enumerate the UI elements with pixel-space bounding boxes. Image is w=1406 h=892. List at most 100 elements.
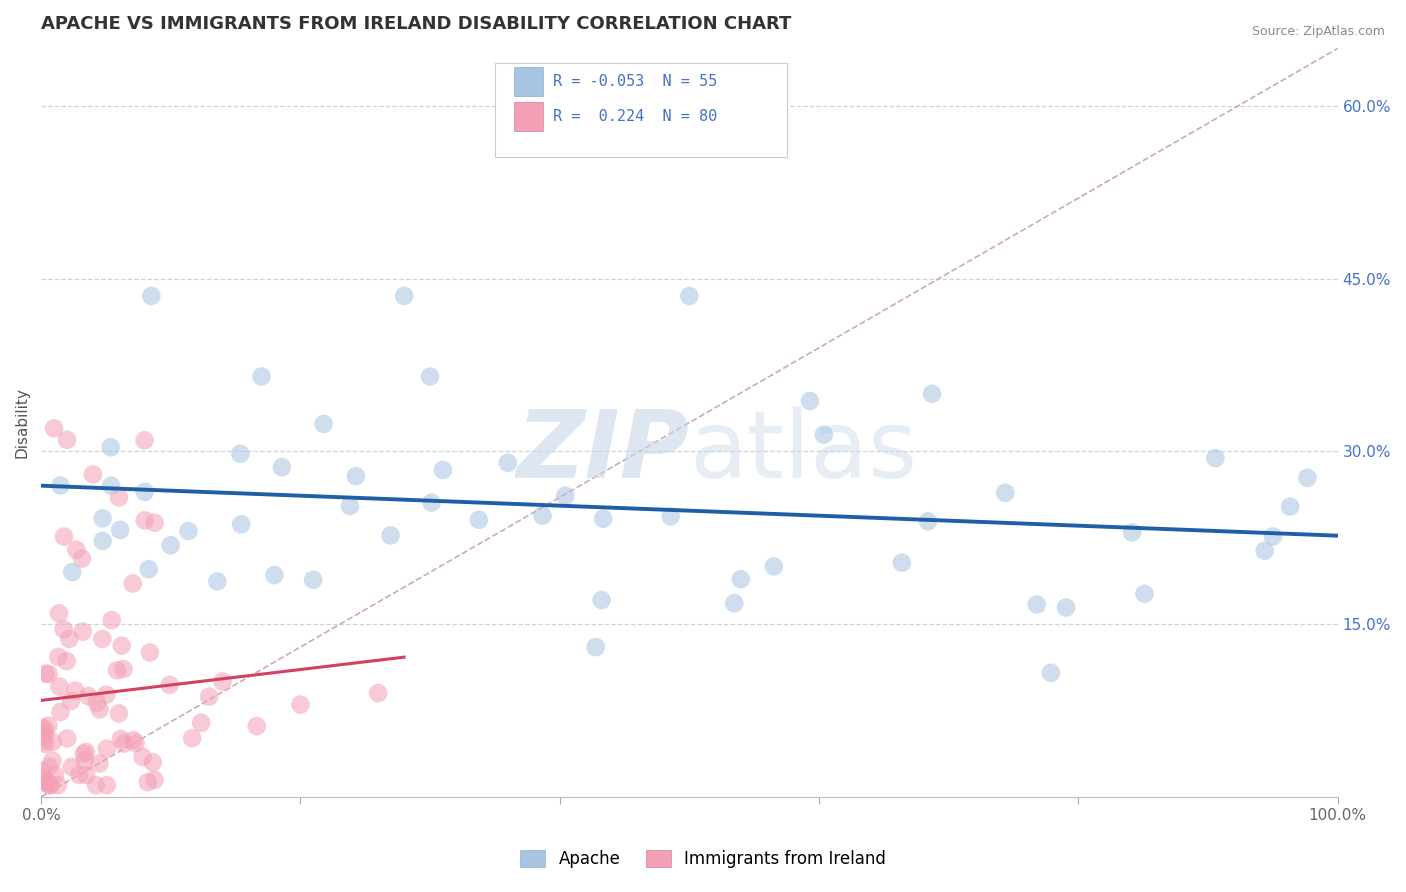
Point — [34, 774, 56, 789]
Point — [41, 754, 63, 768]
Point — [73, 753, 96, 767]
Point — [67, 768, 90, 782]
Point — [1054, 600, 1077, 615]
Point — [134, 434, 156, 448]
Point — [159, 678, 181, 692]
Point — [73, 747, 96, 761]
Point — [112, 662, 135, 676]
Point — [112, 737, 135, 751]
Point — [813, 427, 835, 442]
Point — [59, 694, 82, 708]
Point — [108, 491, 131, 505]
Point — [531, 508, 554, 523]
Point — [48, 680, 70, 694]
Point — [659, 509, 682, 524]
Point — [124, 736, 146, 750]
Point — [134, 513, 156, 527]
Point — [75, 745, 97, 759]
Point — [419, 369, 441, 384]
Point — [86, 696, 108, 710]
Point — [34, 737, 56, 751]
Point — [49, 705, 72, 719]
Point — [42, 421, 65, 435]
Bar — [515, 67, 543, 95]
FancyBboxPatch shape — [495, 63, 786, 157]
Point — [111, 639, 134, 653]
Point — [229, 447, 252, 461]
Point — [367, 686, 389, 700]
Point — [1279, 500, 1302, 514]
Point — [121, 576, 143, 591]
Point — [592, 512, 614, 526]
Point — [290, 698, 312, 712]
Point — [585, 640, 607, 654]
Point — [136, 775, 159, 789]
Point — [34, 666, 56, 681]
Point — [134, 484, 156, 499]
Point — [392, 289, 415, 303]
Point — [91, 632, 114, 646]
Point — [1204, 451, 1226, 466]
Point — [91, 533, 114, 548]
Point — [110, 731, 132, 746]
Text: R =  0.224  N = 80: R = 0.224 N = 80 — [553, 109, 717, 124]
Point — [678, 289, 700, 303]
Point — [82, 467, 104, 482]
Point — [302, 573, 325, 587]
Point — [229, 517, 252, 532]
Point — [55, 654, 77, 668]
Point — [53, 530, 76, 544]
Point — [181, 731, 204, 746]
Point — [91, 511, 114, 525]
Point — [591, 593, 613, 607]
Point — [143, 516, 166, 530]
Point — [31, 764, 53, 779]
Point — [77, 689, 100, 703]
Point — [34, 776, 56, 790]
Point — [56, 433, 79, 447]
Point — [100, 440, 122, 454]
Point — [105, 663, 128, 677]
Point — [723, 596, 745, 610]
Point — [432, 463, 454, 477]
Y-axis label: Disability: Disability — [15, 387, 30, 458]
Point — [1296, 471, 1319, 485]
Point — [52, 623, 75, 637]
Point — [139, 646, 162, 660]
Point — [138, 562, 160, 576]
Point — [44, 768, 66, 782]
Point — [60, 565, 83, 579]
Point — [60, 760, 83, 774]
Point — [131, 750, 153, 764]
Point — [108, 706, 131, 721]
Point — [799, 394, 821, 409]
Point — [48, 607, 70, 621]
Point — [65, 683, 87, 698]
Point — [1025, 598, 1047, 612]
Text: ZIP: ZIP — [516, 407, 689, 499]
Point — [72, 624, 94, 639]
Point — [84, 778, 107, 792]
Point — [38, 667, 60, 681]
Point — [89, 756, 111, 771]
Point — [96, 688, 118, 702]
Point — [250, 369, 273, 384]
Point — [190, 715, 212, 730]
Point — [41, 735, 63, 749]
Point — [994, 485, 1017, 500]
Point — [1261, 529, 1284, 543]
Point — [37, 775, 59, 789]
Point — [100, 613, 122, 627]
Point — [32, 731, 55, 745]
Point — [31, 770, 53, 784]
Point — [48, 649, 70, 664]
Point — [32, 721, 55, 735]
Point — [1121, 525, 1143, 540]
Point — [143, 772, 166, 787]
Point — [34, 722, 56, 736]
Point — [207, 574, 229, 589]
Point — [339, 499, 361, 513]
Point — [312, 417, 335, 431]
Point — [762, 559, 785, 574]
Point — [554, 489, 576, 503]
